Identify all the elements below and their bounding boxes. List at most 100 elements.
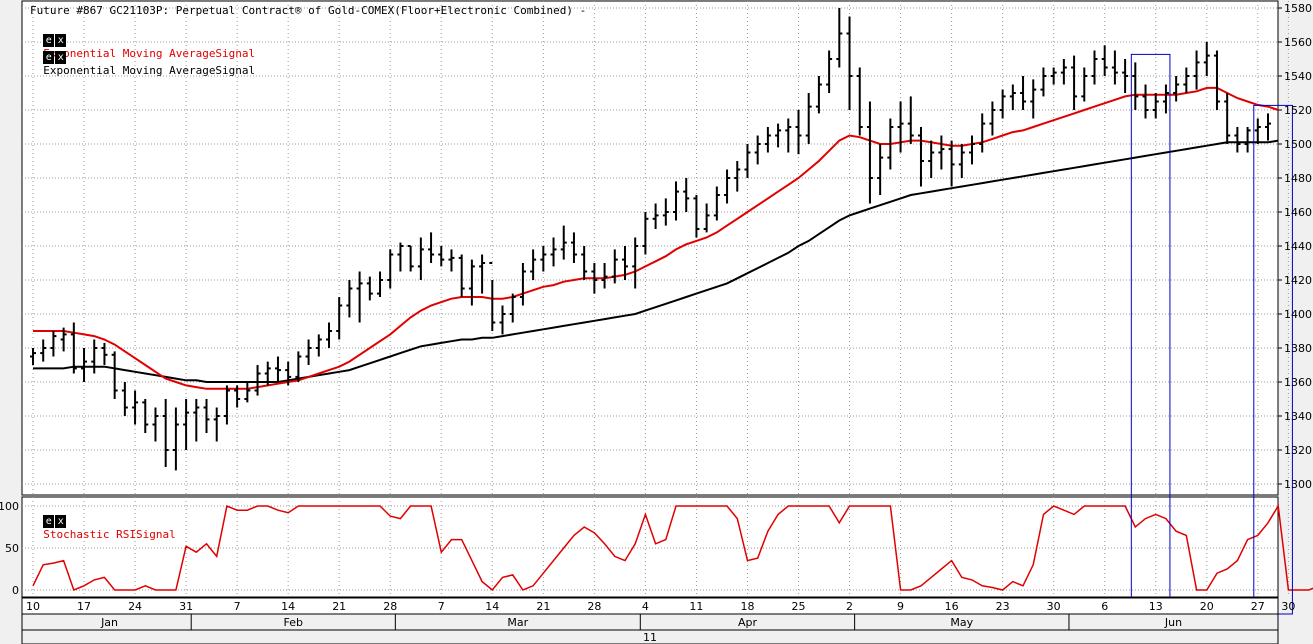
ohlc-bar [142, 399, 149, 433]
ohlc-bar [540, 246, 547, 272]
day-tick-label: 31 [179, 600, 193, 613]
legend-x-button[interactable]: x [55, 33, 67, 47]
day-tick-label: 6 [1101, 600, 1108, 613]
ohlc-bar [836, 8, 843, 68]
ohlc-bar [1060, 59, 1067, 85]
price-axis: 1300 1320 1340 1360 1380 1400 1420 1440 1460 1480… [1278, 2, 1312, 491]
legend-e-button[interactable]: e [43, 33, 55, 47]
day-tick-label: 11 [689, 600, 703, 613]
ohlc-bar [509, 293, 516, 323]
price-tick-label: 1300 [1284, 478, 1312, 491]
ohlc-bar [693, 195, 700, 238]
day-tick-label: 23 [996, 600, 1010, 613]
ohlc-bar [60, 327, 67, 352]
ohlc-bar [295, 351, 302, 382]
day-tick-label: 20 [1200, 600, 1214, 613]
year-label-row [21, 629, 1279, 644]
legend-e-button[interactable]: e [43, 50, 55, 64]
ohlc-bar [213, 407, 220, 442]
ohlc-bar [815, 76, 822, 114]
price-tick-label: 1500 [1284, 138, 1312, 151]
price-tick-label: 1400 [1284, 308, 1312, 321]
month-label: Feb [284, 616, 303, 629]
ohlc-bar [458, 254, 465, 297]
ohlc-bar [897, 101, 904, 153]
ohlc-bar [673, 181, 680, 221]
ohlc-bar [70, 322, 77, 374]
ohlc-bar [132, 390, 139, 425]
ohlc-bar [632, 237, 639, 289]
legend-x-button[interactable]: x [55, 514, 67, 528]
ohlc-bar [172, 407, 179, 471]
ohlc-bar [397, 242, 404, 272]
ohlc-bar [336, 297, 343, 340]
ohlc-bar [285, 361, 292, 386]
price-tick-label: 1560 [1284, 36, 1312, 49]
ohlc-bar [305, 339, 312, 365]
ohlc-bar [1101, 45, 1108, 76]
ohlc-bar [611, 249, 618, 284]
ohlc-bar [530, 249, 537, 280]
oscillator-panel[interactable] [21, 496, 1279, 598]
month-label: Jan [100, 616, 118, 629]
month-label: Mar [507, 616, 528, 629]
day-tick-label: 14 [485, 600, 499, 613]
day-tick-label: 28 [383, 600, 397, 613]
price-tick-label: 1320 [1284, 444, 1312, 457]
month-label-row [21, 613, 1279, 631]
ohlc-bar [1193, 50, 1200, 90]
ohlc-bar [356, 271, 363, 323]
ohlc-bar [724, 169, 731, 204]
ohlc-bar [479, 254, 486, 294]
price-tick-label: 1580 [1284, 2, 1312, 15]
ohlc-bar [999, 89, 1006, 119]
ohlc-bar [438, 246, 445, 267]
price-tick-label: 1340 [1284, 410, 1312, 423]
ohlc-bar [642, 212, 649, 255]
ohlc-bar [366, 276, 373, 301]
ohlc-bar [795, 110, 802, 155]
ohlc-bar [325, 322, 332, 348]
ohlc-bar [775, 123, 782, 148]
day-tick-label: 25 [791, 600, 805, 613]
ohlc-bar [448, 249, 455, 272]
ohlc-bar [887, 118, 894, 170]
ohlc-bar [601, 263, 608, 289]
legend-e-button[interactable]: e [43, 514, 55, 528]
ohlc-bar [1203, 42, 1210, 76]
ohlc-bar [1254, 118, 1261, 144]
ohlc-bar [1071, 55, 1078, 110]
price-panel[interactable] [21, 0, 1279, 496]
day-tick-label: 28 [587, 600, 601, 613]
price-tick-label: 1360 [1284, 376, 1312, 389]
day-tick-label: 13 [1149, 600, 1163, 613]
ohlc-bar [805, 93, 812, 144]
price-tick-label: 1540 [1284, 70, 1312, 83]
ohlc-bar [989, 101, 996, 136]
ohlc-bar [407, 245, 414, 272]
oscillator-axis: 0 50 100 [0, 500, 19, 597]
day-tick-label: 4 [642, 600, 649, 613]
ohlc-bar [377, 271, 384, 297]
ohlc-bar [1040, 67, 1047, 97]
ohlc-bar [928, 140, 935, 178]
ohlc-bar [744, 144, 751, 178]
day-tick-label: 21 [536, 600, 550, 613]
day-label-row [21, 597, 1279, 615]
legend-label-ema-black: Exponential Moving AverageSignal [43, 63, 256, 77]
ohlc-bar [223, 385, 230, 425]
ohlc-bar [1050, 67, 1057, 85]
ohlc-bar [111, 351, 118, 399]
ohlc-bar [1030, 79, 1037, 119]
ohlc-bar [917, 127, 924, 187]
ohlc-bar [1122, 59, 1129, 93]
ohlc-bar [764, 127, 771, 153]
ohlc-bar [417, 237, 424, 280]
day-tick-label: 24 [128, 600, 142, 613]
legend-x-button[interactable]: x [55, 50, 67, 64]
ohlc-bar [1152, 93, 1159, 119]
ohlc-bar [570, 232, 577, 263]
